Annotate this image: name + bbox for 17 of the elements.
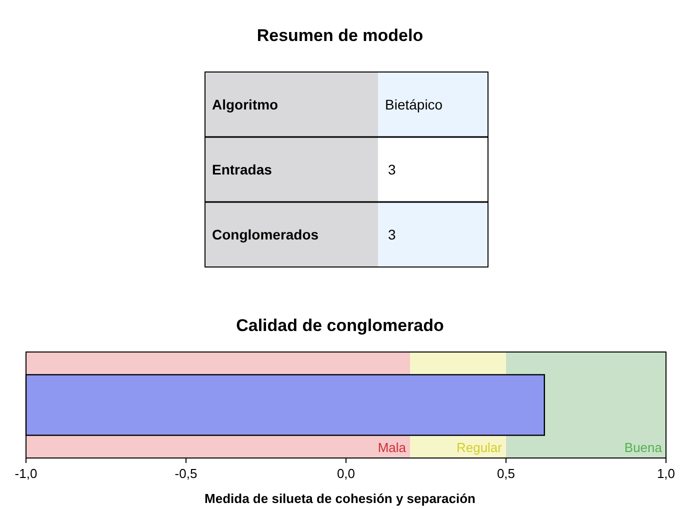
text: 3 — [388, 226, 396, 242]
x-tick-label: 1,0 — [656, 466, 676, 481]
text: Algoritmo — [212, 96, 278, 112]
band-label: Buena — [624, 440, 663, 455]
text: Bietápico — [385, 96, 443, 112]
band-label: Mala — [378, 440, 407, 455]
text: Resumen de modelo — [256, 26, 424, 45]
x-tick-label: 0,5 — [496, 466, 516, 481]
band-label: Regular — [456, 440, 503, 455]
x-axis-title: Medida de silueta de cohesión y separación — [204, 491, 476, 506]
x-tick-label: -0,5 — [174, 466, 198, 481]
text: 3 — [388, 162, 396, 178]
x-tick-label: 0,0 — [336, 466, 356, 481]
chart-title: Calidad de conglomerado — [236, 316, 444, 335]
x-tick-label: -1,0 — [14, 466, 38, 481]
text: Conglomerados — [212, 226, 319, 242]
text: Entradas — [212, 162, 272, 178]
